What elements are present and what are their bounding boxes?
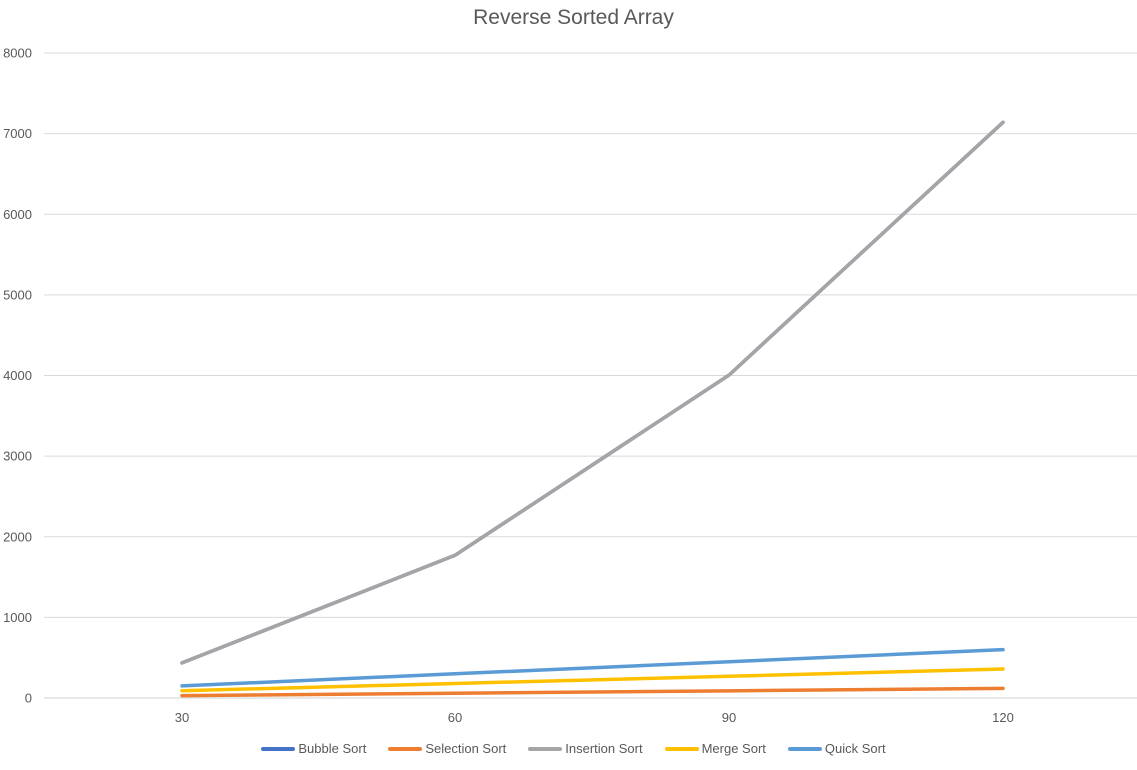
y-tick-label: 3000 [3, 449, 32, 464]
legend-label: Selection Sort [425, 741, 507, 756]
series-line-selection-sort [180, 686, 1005, 698]
y-tick-label: 0 [25, 691, 32, 706]
gridlines [44, 52, 1137, 699]
y-axis-tick-labels: 0 1000 2000 3000 4000 5000 6000 7000 8000 [3, 46, 32, 706]
series-lines [180, 120, 1005, 698]
legend-swatch [388, 746, 423, 751]
x-tick-label: 60 [448, 710, 462, 725]
legend: Bubble Sort Selection Sort Insertion Sort M… [0, 741, 1137, 756]
x-tick-label: 30 [175, 710, 189, 725]
legend-item: Quick Sort [787, 741, 886, 756]
legend-item: Bubble Sort [261, 741, 366, 756]
line-chart: 0 1000 2000 3000 4000 5000 6000 7000 8000 30 60 90… [3, 46, 1137, 725]
legend-label: Insertion Sort [565, 741, 643, 756]
chart-title: Reverse Sorted Array [473, 6, 674, 29]
x-tick-label: 90 [722, 710, 736, 725]
series-line-quick-sort [180, 647, 1005, 688]
y-tick-label: 2000 [3, 529, 32, 544]
y-tick-label: 4000 [3, 368, 32, 383]
legend-swatch [664, 746, 699, 751]
legend-item: Insertion Sort [528, 741, 643, 756]
y-tick-label: 1000 [3, 610, 32, 625]
y-tick-label: 5000 [3, 287, 32, 302]
legend-label: Quick Sort [824, 741, 886, 756]
legend-item: Selection Sort [388, 741, 506, 756]
series-line-merge-sort [180, 667, 1005, 693]
legend-swatch [787, 746, 822, 751]
y-tick-label: 6000 [3, 207, 32, 222]
y-tick-label: 8000 [3, 46, 32, 61]
legend-swatch [261, 746, 296, 751]
legend-swatch [528, 746, 563, 751]
legend-item: Merge Sort [664, 741, 766, 756]
series-line-insertion-sort [180, 120, 1005, 665]
x-tick-label: 120 [992, 710, 1014, 725]
y-tick-label: 7000 [3, 126, 32, 141]
x-axis-tick-labels: 30 60 90 120 [175, 710, 1014, 725]
series-line-bubble-sort [180, 120, 1005, 665]
legend-label: Bubble Sort [298, 741, 367, 756]
legend-label: Merge Sort [701, 741, 766, 756]
